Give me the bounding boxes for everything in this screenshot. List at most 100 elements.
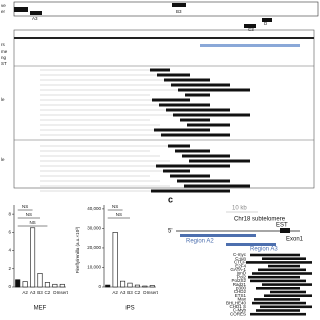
y-tick-label: 2: [8, 266, 11, 271]
x-axis-label: MEF: [34, 306, 47, 312]
x-tick-label: Insert: [147, 290, 159, 295]
feature: [184, 184, 250, 188]
panel-label: c: [168, 194, 173, 204]
feature: [150, 68, 170, 72]
y-tick-label: 20,000: [87, 245, 101, 250]
feature: [185, 93, 210, 97]
feature: [171, 83, 230, 87]
track-label: me: [1, 49, 8, 54]
feature: [164, 78, 210, 82]
feature: [177, 179, 230, 183]
feature: [189, 159, 250, 163]
track-label: ST: [1, 61, 7, 66]
feature: [154, 128, 210, 132]
x-tick-label: A2: [112, 290, 118, 295]
factor-label: CHD2: [234, 289, 247, 294]
factor-label: Pol2: [237, 274, 247, 279]
region-label: Region A3: [250, 247, 278, 253]
browser-frame: [13, 29, 315, 189]
x-tick-label: A2: [22, 290, 28, 295]
bar: [59, 283, 65, 288]
peak: [252, 272, 312, 275]
y-tick-label: 8: [8, 211, 11, 216]
feature: [166, 108, 230, 112]
factor-label: Rad21: [233, 282, 247, 287]
significance: NS: [112, 204, 118, 209]
bar: [112, 232, 118, 288]
end-label: 5': [168, 229, 172, 235]
bar: [30, 227, 36, 288]
peak: [270, 290, 306, 294]
peak: [250, 279, 306, 283]
peak: [258, 268, 306, 272]
factor-label: CHD1 S: [229, 304, 246, 309]
region-label: D: [264, 21, 268, 26]
feature: [175, 149, 210, 153]
region-bar: [180, 234, 256, 237]
y-tick-label: 0: [8, 284, 11, 289]
bar: [15, 279, 21, 288]
peak: [260, 305, 312, 309]
factor-label: C-Myb: [233, 308, 247, 313]
bar: [127, 282, 133, 288]
peak: [250, 312, 306, 316]
bar: [120, 280, 126, 288]
region-track: [13, 1, 319, 17]
factor-label: BHLHE40: [226, 300, 247, 305]
feature: [163, 169, 190, 173]
region-box: [244, 24, 256, 28]
top-label: ve: [1, 3, 6, 8]
x-tick-label: C2: [45, 290, 51, 295]
bar: [105, 284, 111, 288]
y-tick-label: 40,000: [87, 206, 101, 211]
feature: [161, 133, 230, 137]
peak: [254, 298, 300, 301]
significance: NS: [26, 212, 32, 217]
peak: [246, 261, 312, 264]
y-axis-label: Firefly/renilla (a.u.×10³): [75, 226, 80, 273]
region-box: [14, 7, 28, 12]
feature: [182, 154, 230, 158]
peak: [262, 257, 306, 260]
feature: [178, 88, 250, 92]
region-bar: [226, 243, 276, 246]
track: [200, 44, 300, 47]
y-tick-label: 4: [8, 248, 11, 253]
feature: [168, 144, 190, 148]
x-tick-label: A3: [120, 290, 126, 295]
factor-label: C-myc: [233, 252, 247, 257]
x-tick-label: C2: [135, 290, 141, 295]
feature: [187, 123, 230, 127]
significance: NS: [116, 212, 122, 217]
y-tick-label: 30,000: [87, 226, 101, 231]
bar: [149, 285, 155, 288]
track-label: ng: [1, 55, 7, 60]
region-box: [30, 11, 42, 15]
bar: [44, 282, 50, 288]
factor-label: Pol2S2: [231, 278, 246, 283]
bar: [142, 285, 148, 288]
track: [14, 37, 314, 39]
factor-label: GATA-1: [230, 267, 246, 272]
peak: [256, 309, 300, 312]
bar: [22, 281, 28, 288]
peak: [268, 264, 300, 268]
peak: [256, 287, 300, 290]
location: Chr18 subtelomere: [234, 217, 286, 223]
factor-label: ETS1: [235, 293, 247, 298]
peak: [264, 294, 312, 297]
est-label: EST: [276, 223, 288, 229]
region-label: A2: [17, 6, 23, 11]
bar: [134, 284, 140, 288]
factor-label: C-jun: [235, 256, 246, 261]
track-label: le: [1, 157, 5, 162]
region-label: A3: [32, 16, 38, 21]
region-label: B3: [176, 9, 182, 14]
region-box: [262, 18, 272, 22]
x-tick-label: D: [143, 290, 147, 295]
bar: [37, 273, 43, 288]
region-label: Region A2: [186, 239, 214, 245]
